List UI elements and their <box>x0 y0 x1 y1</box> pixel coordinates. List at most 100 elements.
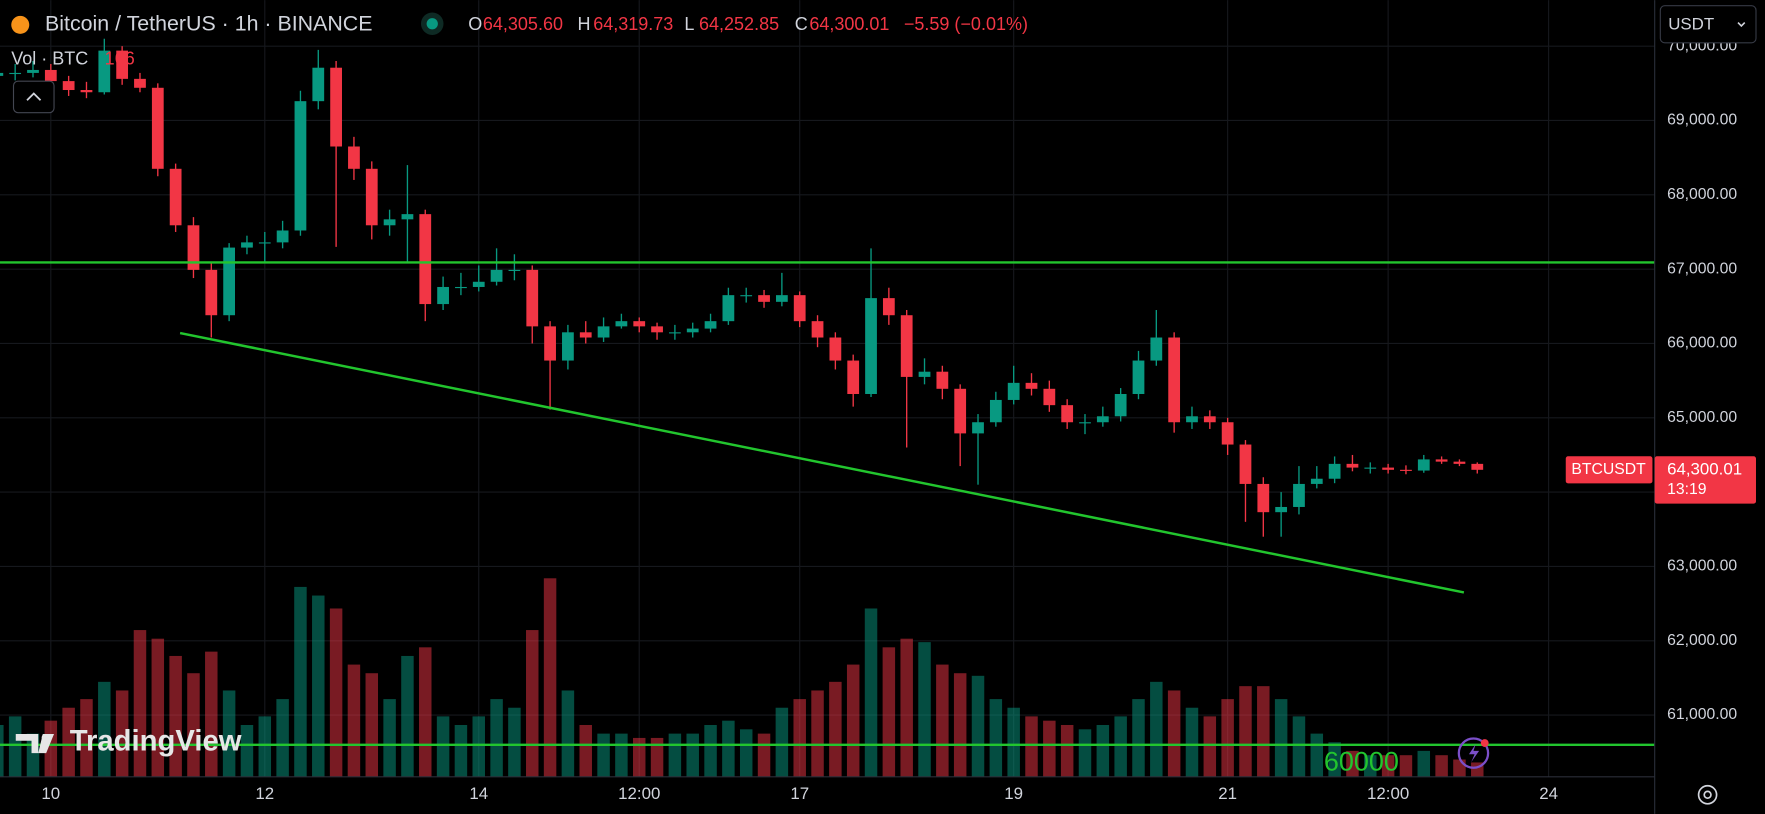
volume-bar <box>151 638 165 777</box>
candle-body <box>258 242 271 244</box>
candle-body <box>1328 463 1341 479</box>
volume-bar <box>1381 755 1395 777</box>
volume-bar <box>133 630 147 777</box>
volume-bar <box>1096 724 1110 777</box>
volume-bar <box>187 673 200 777</box>
candle-body <box>151 87 164 169</box>
candle-body <box>562 332 574 361</box>
y-tick-label: 66,000.00 <box>1667 335 1737 352</box>
candle-body <box>401 214 414 220</box>
volume-bar <box>971 675 985 777</box>
symbol-tag-label: BTCUSDT <box>1571 461 1646 478</box>
candle-body <box>472 281 485 287</box>
candle-body <box>1114 394 1127 417</box>
candle-body <box>865 298 877 395</box>
x-tick-label: 12:00 <box>618 784 660 803</box>
volume-bar <box>615 733 628 777</box>
candle-body <box>1061 405 1074 423</box>
candle-body <box>276 230 289 243</box>
volume-bar <box>811 690 824 777</box>
volume-bar <box>8 716 22 777</box>
volume-bar <box>329 608 343 777</box>
last-price-tag <box>1654 456 1756 504</box>
candle-body <box>1400 469 1412 471</box>
candle-body <box>44 69 57 82</box>
candle-body <box>348 146 360 169</box>
volume-bar <box>1078 729 1092 777</box>
volume-bar <box>722 720 735 777</box>
candle-body <box>686 328 699 333</box>
candle-body <box>918 371 931 377</box>
volume-bar <box>757 733 771 777</box>
volume-bar <box>347 664 361 777</box>
candle-body <box>490 269 503 282</box>
currency-button[interactable] <box>1659 5 1757 44</box>
volume-bar <box>829 681 842 777</box>
candle-body <box>615 321 628 327</box>
collapse-button[interactable] <box>12 80 55 114</box>
candle-body <box>811 321 824 338</box>
x-tick-label: 12:00 <box>1367 784 1409 803</box>
candle-body <box>740 295 753 297</box>
candle-body <box>1007 382 1020 400</box>
settings-button[interactable] <box>1697 784 1718 805</box>
candle-body <box>134 78 146 88</box>
candle-body <box>829 337 842 361</box>
x-tick-label: 14 <box>469 784 488 803</box>
volume-bar <box>953 673 967 777</box>
y-tick-label: 67,000.00 <box>1667 260 1737 277</box>
candle-body <box>1221 422 1234 445</box>
candle-body <box>187 225 200 270</box>
volume-bar <box>1239 686 1252 777</box>
volume-bar <box>1167 690 1181 777</box>
drawings-layer: 60000 <box>0 261 1655 777</box>
alert-icon[interactable] <box>1457 737 1490 769</box>
volume-bar <box>579 724 592 777</box>
last-price-label: 64,300.01 <box>1667 459 1742 478</box>
candle-body <box>9 72 22 75</box>
candle-body <box>669 332 681 334</box>
change-value: −5.59 (−0.01%) <box>904 14 1028 34</box>
candle-body <box>1096 416 1109 423</box>
x-tick-label: 21 <box>1218 784 1237 803</box>
volume-bar <box>258 716 272 777</box>
volume-bar <box>115 690 129 777</box>
candle-body <box>633 321 646 327</box>
candle-body <box>597 326 610 338</box>
low-label: L <box>684 14 694 34</box>
y-tick-label: 63,000.00 <box>1667 558 1737 575</box>
volume-bar <box>169 655 182 777</box>
candle-body <box>1043 388 1056 406</box>
candle-body <box>62 81 75 91</box>
candle-body <box>579 332 592 338</box>
volume-bar <box>276 699 289 777</box>
volume-bar <box>1150 681 1163 777</box>
candle-layer <box>0 38 1484 537</box>
volume-bar <box>205 651 218 777</box>
volume-bar <box>240 724 254 777</box>
x-tick-label: 19 <box>1004 784 1023 803</box>
high-label: H <box>577 14 590 34</box>
candle-body <box>1239 444 1252 484</box>
currency-chevron <box>1737 22 1746 28</box>
volume-bar <box>864 608 878 777</box>
close-value: 64,300.01 <box>809 14 889 34</box>
volume-bar <box>62 707 75 777</box>
x-tick-label: 10 <box>41 784 60 803</box>
volume-bar <box>312 595 325 777</box>
volume-bar <box>793 699 806 777</box>
watermark-logo-dot <box>41 733 49 741</box>
candle-body <box>1293 483 1305 507</box>
volume-bar <box>436 716 450 777</box>
candle-body <box>241 242 253 248</box>
volume-bar <box>882 647 896 777</box>
open-value: 64,305.60 <box>483 14 563 34</box>
candle-body <box>847 360 860 395</box>
volume-bar <box>989 699 1003 777</box>
symbol-title[interactable]: Bitcoin / TetherUS · 1h · BINANCE <box>45 11 372 35</box>
candle-body <box>704 321 717 329</box>
volume-bar <box>98 681 111 777</box>
